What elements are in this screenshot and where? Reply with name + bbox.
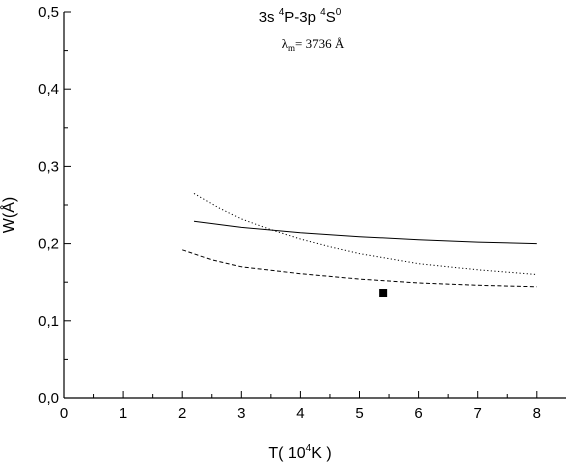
x-axis-title-suffix: K ) [311, 445, 331, 462]
solid-series-line [193, 220, 537, 245]
square-data-point [379, 289, 388, 298]
x-tick-label: 2 [178, 405, 186, 422]
y-tick-label: 0,4 [38, 81, 59, 98]
x-tick-label: 0 [60, 405, 68, 422]
title-sup-3: 0 [336, 7, 342, 18]
dashed-series-line [182, 249, 537, 288]
y-tick-label: 0,5 [38, 4, 59, 21]
x-axis-title-prefix: T( 10 [268, 445, 305, 462]
x-tick-label: 5 [355, 405, 363, 422]
annotation-lambda: λ [282, 36, 289, 51]
x-axis-title: T( 104K ) [268, 443, 331, 462]
wavelength-annotation: λm= 3736 Å [282, 36, 345, 53]
title-sup-1: 4 [279, 7, 285, 18]
x-tick-label: 8 [533, 405, 541, 422]
x-tick-label: 3 [237, 405, 245, 422]
plot-area: 0 1 2 3 4 5 6 7 8 0,0 0,1 0,2 0,3 0,4 0,5 [38, 4, 566, 422]
y-tick-label: 0,3 [38, 158, 59, 175]
title-sup-2: 4 [320, 7, 326, 18]
dotted-series-line [193, 192, 537, 275]
x-tick-label: 7 [474, 405, 482, 422]
x-tick-label: 4 [296, 405, 304, 422]
y-axis-title: W(Å) [0, 197, 18, 233]
x-axis-title-sup: 4 [306, 443, 312, 454]
title-prefix: 3s [259, 9, 279, 26]
y-tick-label: 0,1 [38, 313, 59, 330]
y-tick-label: 0,2 [38, 236, 59, 253]
annotation-sub: m [288, 43, 295, 53]
title-mid: P-3p [284, 9, 320, 26]
y-tick-label: 0,0 [38, 390, 59, 407]
chart-title: 3s 4P-3p 4S0 [259, 7, 342, 26]
annotation-rest: = 3736 Å [295, 36, 345, 51]
title-mid-2: S [326, 9, 336, 26]
x-tick-label: 1 [119, 405, 127, 422]
x-tick-label: 6 [414, 405, 422, 422]
